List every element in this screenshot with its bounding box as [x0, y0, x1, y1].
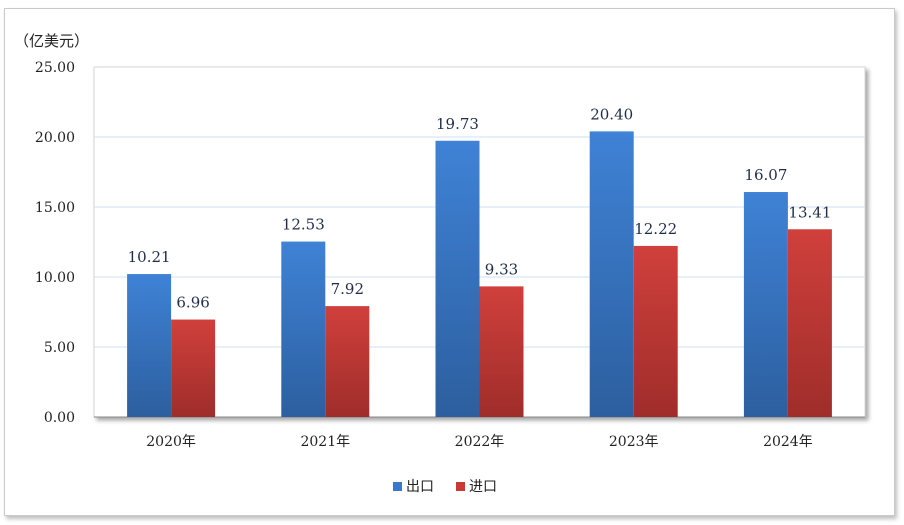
- legend-swatch-export: [393, 482, 402, 491]
- bar-import: [479, 286, 524, 417]
- legend-label-export: 出口: [406, 479, 434, 495]
- legend-swatch-import: [456, 482, 465, 491]
- bar-import: [633, 245, 678, 417]
- data-label-import: 7.92: [331, 280, 364, 298]
- bar-export: [589, 131, 634, 417]
- x-tick-label: 2022年: [455, 434, 505, 450]
- bar-import: [787, 229, 832, 417]
- legend-label-import: 进口: [469, 479, 497, 495]
- y-axis-ticks: 0.00 5.00 10.00 15.00 20.00 25.00: [35, 60, 75, 426]
- x-axis-ticks: 2020年 2021年 2022年 2023年 2024年: [146, 434, 812, 450]
- bar-export: [435, 140, 480, 417]
- y-tick-label: 20.00: [35, 130, 75, 146]
- x-tick-label: 2023年: [609, 434, 659, 450]
- legend: 出口 进口: [393, 479, 497, 495]
- data-labels: 10.21 6.96 12.53 7.92 19.73 9.33 20.40 12.22 16.…: [128, 105, 832, 311]
- data-label-export: 10.21: [128, 248, 171, 266]
- data-label-import: 9.33: [485, 260, 518, 278]
- x-tick-label: 2021年: [300, 434, 350, 450]
- x-tick-label: 2024年: [763, 434, 813, 450]
- unit-label: （亿美元）: [14, 32, 89, 50]
- data-label-import: 13.41: [788, 203, 831, 221]
- data-label-import: 6.96: [176, 294, 209, 312]
- bar-export: [281, 241, 326, 417]
- data-label-export: 20.40: [590, 105, 633, 123]
- data-label-export: 12.53: [282, 216, 325, 234]
- bar-export: [127, 274, 172, 417]
- bars: [127, 131, 832, 417]
- x-tick-label: 2020年: [146, 434, 196, 450]
- data-label-export: 19.73: [436, 115, 479, 133]
- y-tick-label: 10.00: [35, 270, 75, 286]
- data-label-export: 16.07: [744, 166, 787, 184]
- y-tick-label: 15.00: [35, 200, 75, 216]
- y-tick-label: 25.00: [35, 60, 75, 76]
- bar-import: [171, 319, 216, 417]
- y-tick-label: 0.00: [44, 410, 75, 426]
- bar-export: [743, 192, 788, 417]
- data-label-import: 12.22: [634, 220, 677, 238]
- bar-import: [325, 306, 370, 417]
- y-tick-label: 5.00: [44, 340, 75, 356]
